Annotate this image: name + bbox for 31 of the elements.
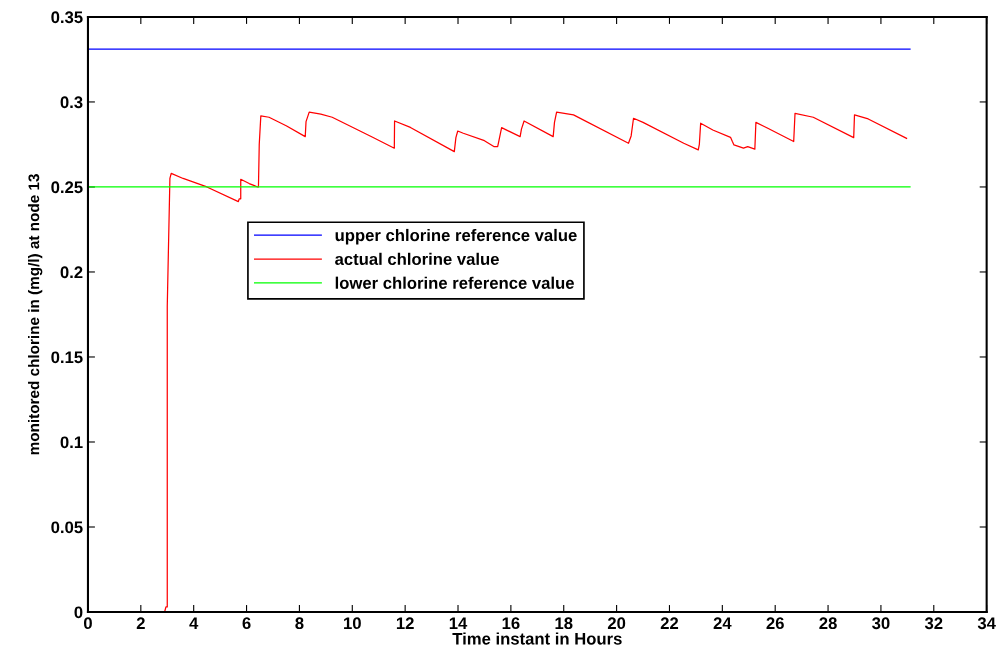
x-tick-label: 24: [713, 617, 732, 629]
y-axis-title: monitored chlorine in (mg/l) at node 13: [28, 174, 43, 455]
x-tick-label: 2: [136, 617, 145, 629]
x-tick-label: 14: [449, 617, 468, 629]
y-tick-label: 0.3: [60, 96, 83, 109]
y-tick-label: 0.15: [51, 351, 83, 364]
legend-label: upper chlorine reference value: [335, 228, 577, 245]
legend-label: actual chlorine value: [335, 252, 499, 266]
x-tick-label: 22: [660, 617, 679, 629]
x-tick-label: 6: [242, 617, 251, 630]
x-tick-label: 32: [924, 617, 943, 630]
x-tick-label: 26: [766, 617, 784, 630]
y-tick-label: 0.2: [60, 266, 83, 279]
x-tick-label: 0: [83, 617, 92, 630]
legend-label: lower chlorine reference value: [335, 276, 574, 289]
x-tick-label: 4: [189, 617, 199, 629]
x-tick-label: 16: [502, 617, 520, 630]
x-tick-label: 28: [819, 617, 837, 630]
y-tick-label: 0.05: [51, 521, 83, 534]
y-tick-label: 0: [74, 606, 83, 619]
x-tick-label: 18: [555, 617, 573, 630]
x-tick-label: 20: [607, 617, 626, 630]
x-tick-label: 30: [872, 617, 890, 630]
x-tick-label: 34: [977, 617, 996, 630]
y-tick-label: 0.25: [51, 181, 83, 194]
x-tick-label: 12: [396, 617, 414, 629]
x-tick-label: 10: [344, 617, 361, 630]
y-tick-label: 0.1: [60, 436, 83, 449]
x-axis-title: Time instant in Hours: [452, 632, 622, 645]
y-tick-label: 0.35: [51, 11, 83, 24]
x-tick-label: 8: [295, 617, 304, 630]
